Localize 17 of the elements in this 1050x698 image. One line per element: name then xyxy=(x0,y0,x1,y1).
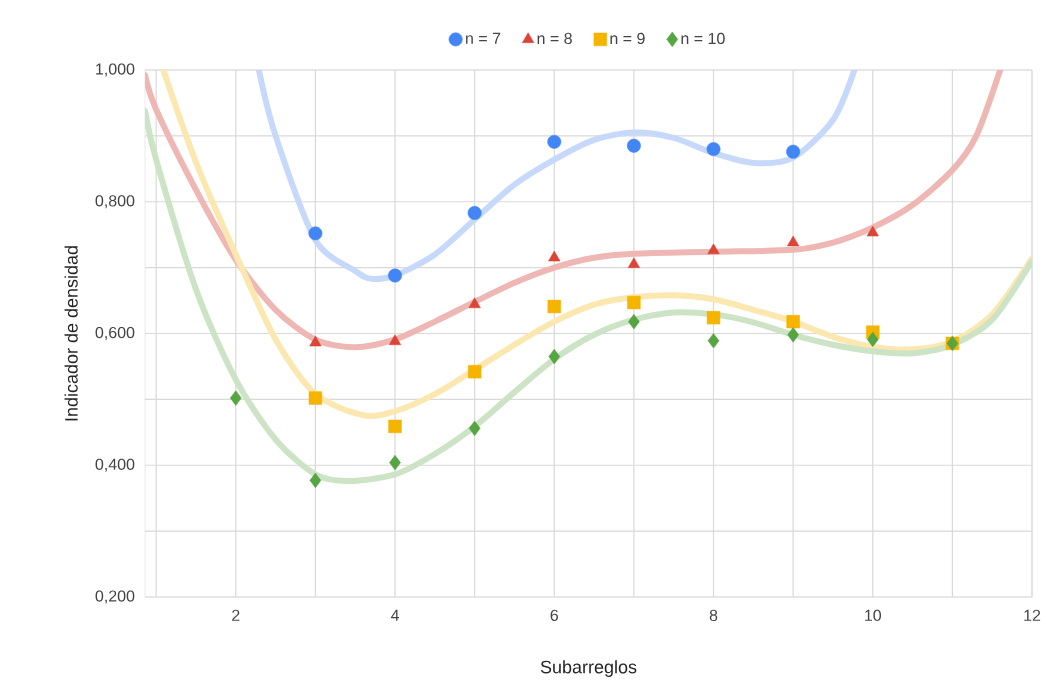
y-tick-label: 0,800 xyxy=(95,195,135,209)
x-axis-title: Subarreglos xyxy=(540,660,637,677)
legend-label: n = 8 xyxy=(537,32,572,45)
y-tick-label: 0,400 xyxy=(95,458,135,472)
legend-label: n = 9 xyxy=(610,32,645,45)
y-tick-label: 0,600 xyxy=(95,326,135,341)
y-tick-label: 0,200 xyxy=(95,590,135,604)
legend-label: n = 10 xyxy=(681,32,725,45)
x-tick-label: 2 xyxy=(232,609,240,621)
y-axis-title: Indicador de densidad xyxy=(64,246,78,421)
x-tick-label: 8 xyxy=(709,609,718,622)
y-tick-label: 1,000 xyxy=(96,63,135,77)
x-tick-label: 12 xyxy=(1024,609,1041,621)
x-tick-label: 4 xyxy=(390,609,399,621)
legend-label: n = 7 xyxy=(466,32,501,44)
x-tick-label: 6 xyxy=(550,609,559,622)
x-tick-label: 10 xyxy=(865,609,882,622)
